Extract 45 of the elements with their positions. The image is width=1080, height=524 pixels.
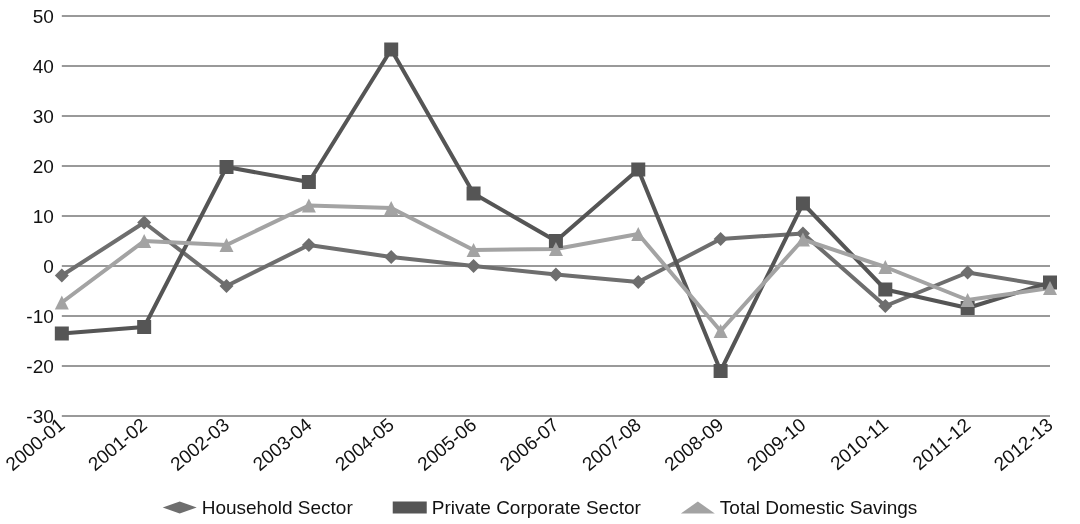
legend-label: Household Sector — [201, 497, 354, 518]
y-tick-label: 40 — [32, 55, 54, 77]
point — [466, 186, 481, 201]
point — [713, 232, 728, 246]
point — [219, 279, 234, 293]
point — [795, 232, 810, 247]
point — [54, 326, 69, 341]
point — [466, 259, 481, 273]
point — [384, 201, 399, 215]
point — [960, 265, 975, 280]
y-tick-label: 20 — [32, 155, 54, 177]
legend-label: Total Domestic Savings — [719, 497, 918, 518]
point — [301, 175, 316, 189]
point — [960, 293, 975, 307]
y-tick-label: 10 — [32, 205, 54, 227]
point — [137, 215, 152, 230]
point — [878, 260, 893, 274]
point — [631, 227, 646, 241]
point — [219, 160, 234, 174]
point — [878, 299, 893, 313]
point — [878, 282, 893, 297]
point — [713, 324, 728, 338]
point — [301, 198, 316, 213]
point — [631, 275, 646, 289]
point — [301, 238, 316, 252]
y-tick-label: 30 — [32, 105, 54, 127]
point — [795, 196, 810, 211]
legend-label: Private Corporate Sector — [431, 497, 642, 518]
point — [548, 267, 563, 282]
point — [54, 295, 69, 310]
point — [548, 234, 563, 248]
point — [384, 42, 399, 57]
point — [548, 242, 563, 256]
y-tick-label: -10 — [26, 305, 54, 327]
point — [713, 364, 728, 378]
y-tick-label: -20 — [26, 355, 54, 377]
point — [384, 250, 399, 264]
point — [466, 243, 481, 257]
point — [137, 320, 152, 334]
point — [631, 162, 646, 177]
point — [137, 234, 152, 248]
point — [219, 238, 234, 252]
y-tick-label: 0 — [43, 255, 54, 277]
point — [54, 268, 69, 283]
y-tick-label: 50 — [32, 5, 54, 27]
